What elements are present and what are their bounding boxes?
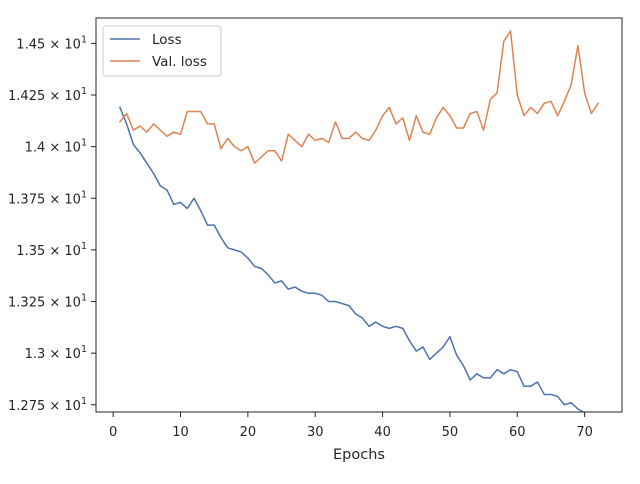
x-tick-label: 70 — [576, 425, 593, 440]
y-tick-exponent: 1 — [81, 86, 87, 97]
y-tick-label: 1.4 × 101 — [25, 138, 87, 156]
y-tick-label: 1.275 × 101 — [8, 396, 87, 414]
x-tick-label: 50 — [442, 425, 459, 440]
x-tick-label: 10 — [172, 425, 189, 440]
y-tick-exponent: 1 — [81, 138, 87, 149]
y-tick-mantissa: 1.3 × 10 — [25, 347, 81, 362]
y-tick-exponent: 1 — [81, 396, 87, 407]
y-tick-mantissa: 1.275 × 10 — [8, 399, 81, 414]
x-tick-label: 20 — [240, 425, 257, 440]
series-line-val-loss — [118, 30, 600, 164]
y-tick-label: 1.375 × 101 — [8, 189, 87, 207]
y-tick-exponent: 1 — [81, 241, 87, 252]
y-tick-mantissa: 1.4 × 10 — [25, 141, 81, 156]
series-line-loss — [118, 106, 585, 412]
plot-frame — [95, 17, 623, 413]
legend: Loss Val. loss — [102, 25, 222, 77]
x-tick-label: 30 — [307, 425, 324, 440]
y-tick-label: 1.45 × 101 — [16, 34, 87, 52]
y-tick-exponent: 1 — [81, 293, 87, 304]
y-tick-mantissa: 1.35 × 10 — [16, 244, 81, 259]
y-tick-exponent: 1 — [81, 34, 87, 45]
y-tick-mantissa: 1.325 × 10 — [8, 296, 81, 311]
y-tick-exponent: 1 — [81, 344, 87, 355]
x-axis: 0 10 20 30 40 50 60 70 — [109, 412, 593, 440]
y-tick-label: 1.425 × 101 — [8, 86, 87, 104]
y-tick-label: 1.35 × 101 — [16, 241, 87, 259]
y-tick-mantissa: 1.375 × 10 — [8, 192, 81, 207]
x-tick-label: 40 — [374, 425, 391, 440]
y-tick-mantissa: 1.425 × 10 — [8, 89, 81, 104]
y-tick-exponent: 1 — [81, 189, 87, 200]
y-tick-mantissa: 1.45 × 10 — [16, 37, 81, 52]
y-tick-label: 1.325 × 101 — [8, 293, 87, 311]
legend-label: Val. loss — [152, 54, 207, 70]
x-tick-label: 60 — [509, 425, 526, 440]
y-tick-label: 1.3 × 101 — [25, 344, 87, 362]
legend-label: Loss — [152, 32, 182, 48]
x-axis-label: Epochs — [333, 447, 385, 463]
plot-area — [118, 30, 600, 412]
x-tick-label: 0 — [109, 425, 117, 440]
